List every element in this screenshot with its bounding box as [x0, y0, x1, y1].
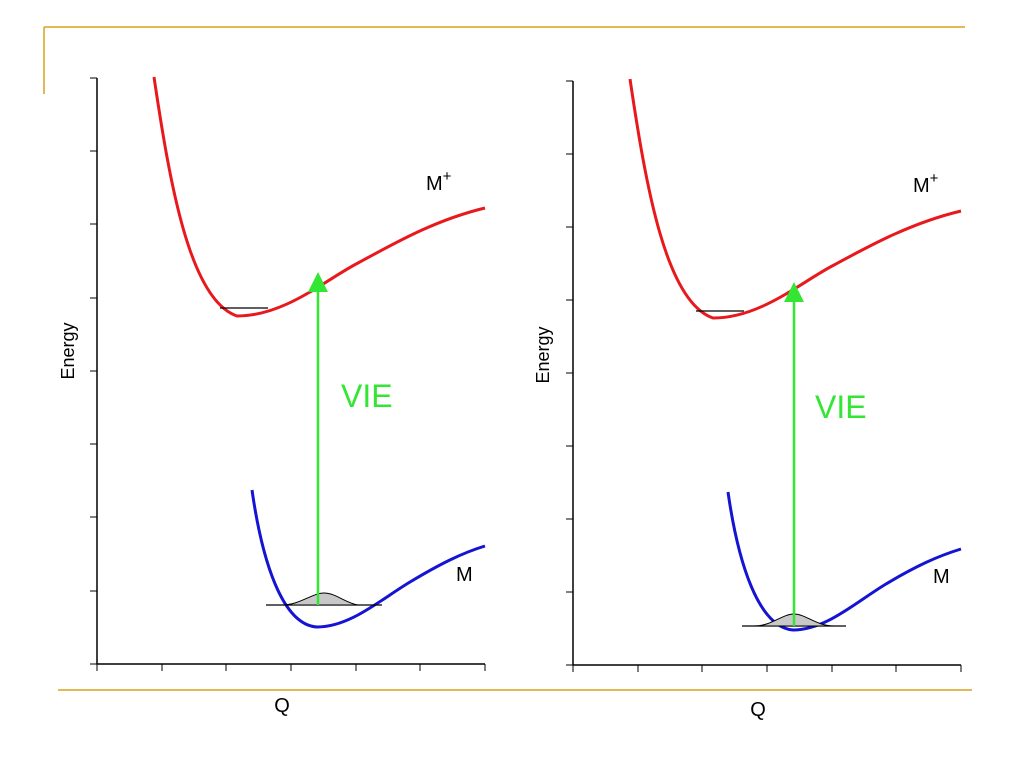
ion-potential-curve [628, 78, 962, 320]
neutral-potential-curve [726, 491, 962, 632]
ion-state-charge: + [930, 170, 939, 187]
y-ticks [566, 80, 573, 666]
ion-state-label: M+ [913, 170, 939, 197]
x-axis-label: Q [274, 695, 290, 717]
neutral-state-label: M [933, 566, 950, 588]
x-ticks [96, 664, 486, 671]
ion-state-charge: + [443, 168, 452, 185]
ion-state-symbol: M [913, 175, 930, 197]
vie-label: VIE [815, 389, 867, 425]
y-axis-label: Energy [58, 322, 78, 379]
y-ticks [90, 77, 97, 665]
neutral-potential-curve [250, 489, 486, 629]
energy-diagram-right: Energy Q VIE M+ M [533, 78, 962, 721]
x-axis-label: Q [750, 699, 766, 721]
vie-label: VIE [341, 378, 393, 414]
ion-state-symbol: M [426, 173, 443, 195]
energy-diagram-left: Energy Q VIE M+ M [58, 76, 486, 717]
ion-state-label: M+ [426, 168, 452, 195]
y-axis-label: Energy [533, 326, 553, 383]
ion-potential-curve [152, 76, 486, 318]
x-ticks [572, 665, 962, 672]
vibrational-wavefunction [281, 592, 359, 606]
neutral-state-label: M [456, 564, 473, 586]
